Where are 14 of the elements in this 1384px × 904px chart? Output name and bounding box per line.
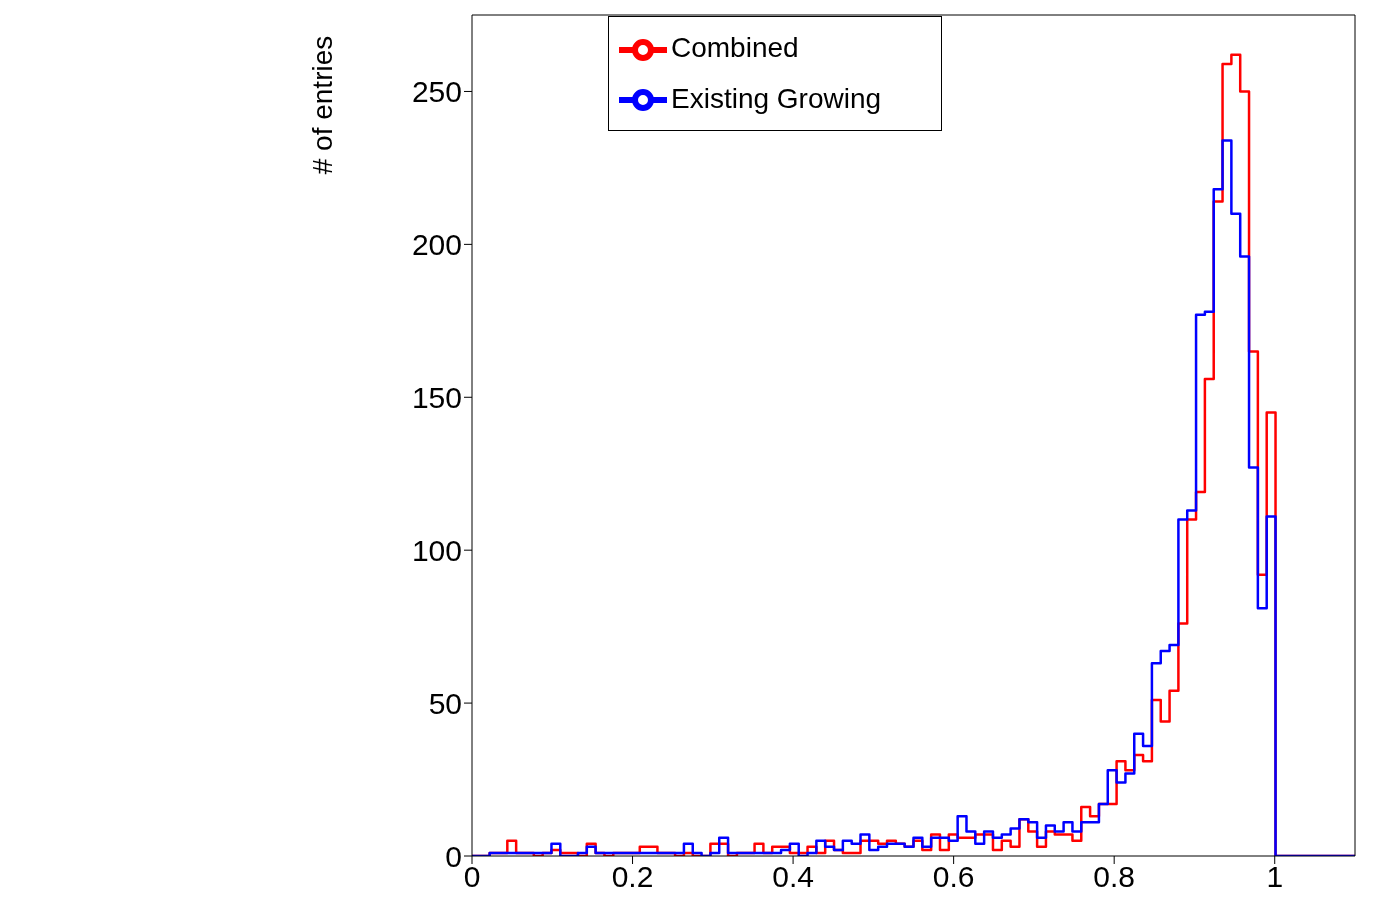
x-tick-label: 0.6 — [932, 860, 975, 894]
y-tick-label: 250 — [411, 75, 462, 109]
x-tick-label: 0.4 — [772, 860, 814, 894]
x-tick-label: 0.8 — [1093, 860, 1136, 894]
y-tick-label: 0 — [445, 839, 462, 873]
y-axis-title: # of entries — [307, 35, 338, 175]
y-tick-label: 200 — [411, 228, 462, 262]
x-tick-label: 0.2 — [611, 860, 654, 894]
y-tick-label: 50 — [428, 686, 462, 720]
legend-label: Combined — [671, 32, 799, 63]
y-tick-label: 100 — [411, 533, 462, 567]
y-tick-label: 150 — [411, 380, 462, 414]
legend-label: Existing Growing — [671, 82, 882, 114]
x-tick-label: 1 — [1266, 860, 1284, 894]
